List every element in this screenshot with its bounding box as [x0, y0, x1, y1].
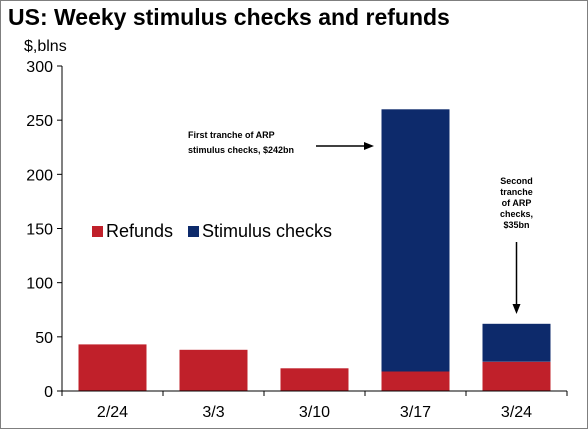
x-tick-label: 3/24 [501, 404, 532, 421]
annotation-arrowhead-second-tranche [512, 304, 521, 314]
bar-stimulus-checks-3-17 [381, 109, 450, 372]
annotation-second-tranche-line: tranche [500, 187, 533, 197]
bar-refunds-3-10 [280, 368, 349, 392]
annotation-first-tranche-line: First tranche of ARP [188, 130, 275, 140]
x-tick-label: 3/17 [400, 404, 431, 421]
x-tick-label: 3/3 [202, 404, 224, 421]
bar-refunds-3-24 [482, 361, 551, 392]
x-tick-label: 2/24 [97, 404, 128, 421]
bars-group [78, 109, 551, 392]
bar-refunds-3-17 [381, 371, 450, 391]
annotation-second-tranche-line: Second [500, 176, 533, 186]
bar-stimulus-checks-3-24 [482, 323, 551, 362]
bar-refunds-3-3 [179, 349, 248, 391]
y-tick-label: 200 [26, 167, 53, 184]
legend-label: Refunds [106, 221, 173, 241]
chart-title: US: Weeky stimulus checks and refunds [8, 4, 450, 30]
x-tick-label: 3/10 [299, 404, 330, 421]
axes-group: 0 50 100 150 200 250 300 2/24 3/3 3/10 3/17 3/24 [26, 59, 568, 421]
annotation-first-tranche-line: stimulus checks, $242bn [188, 145, 294, 155]
annotations-group: First tranche of ARP stimulus checks, $24… [188, 130, 533, 314]
annotation-arrowhead-first-tranche [364, 142, 374, 150]
y-tick-label: 100 [26, 276, 53, 293]
y-tick-label: 0 [44, 384, 53, 401]
y-tick-label: 250 [26, 113, 53, 130]
y-tick-label: 150 [26, 222, 53, 239]
annotation-second-tranche-line: of ARP [502, 198, 532, 208]
y-tick-label: 50 [35, 330, 53, 347]
bar-refunds-2-24 [78, 344, 147, 391]
y-tick-label: 300 [26, 59, 53, 76]
annotation-second-tranche-line: $35bn [503, 220, 529, 230]
y-axis-label: $,blns [24, 38, 67, 55]
legend-swatch [92, 226, 103, 237]
legend-swatch [188, 226, 199, 237]
annotation-second-tranche-line: checks, [500, 209, 533, 219]
legend: Refunds Stimulus checks [92, 221, 332, 241]
legend-label: Stimulus checks [202, 221, 332, 241]
